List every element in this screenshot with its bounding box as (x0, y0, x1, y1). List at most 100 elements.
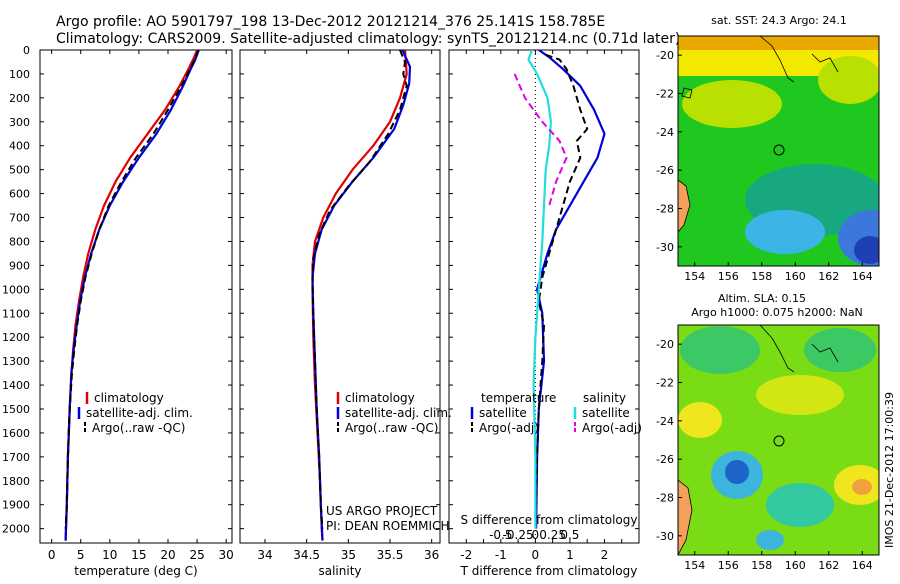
sla-patch (804, 328, 876, 372)
map-x-tick-label: 154 (684, 270, 705, 283)
depth-tick-label: 1100 (2, 307, 30, 320)
salinity-series-group (311, 50, 412, 541)
map-y-tick-label: -22 (656, 377, 674, 390)
depth-tick-label: 1000 (2, 283, 30, 296)
reef-outline-icon (811, 53, 839, 73)
difference-temperature-legend: temperature satellite Argo(-adj) (470, 391, 556, 435)
reef-outline-icon (759, 325, 795, 373)
depth-tick-label: 500 (9, 164, 30, 177)
map-y-tick-label: -22 (656, 88, 674, 101)
sla-patch (766, 483, 834, 527)
difference-series-group (513, 50, 606, 529)
x-tick-label: -2 (460, 548, 472, 562)
sst-cold-patch (854, 236, 879, 264)
argo-float-marker-icon (773, 144, 785, 156)
legend-label-salinity-argo: Argo(-adj) (582, 421, 642, 435)
pi-annotation: PI: DEAN ROEMMICH (326, 519, 449, 533)
title-line-2: Climatology: CARS2009. Satellite-adjuste… (56, 31, 680, 47)
legend-label-salinity-satellite: satellite (582, 406, 630, 420)
argo-float-marker-icon (773, 435, 785, 447)
australia-coast-icon (678, 179, 691, 233)
x-tick-label-salinity: -0.5 (489, 528, 512, 542)
sla-high-core (852, 479, 872, 495)
sla-patch (680, 326, 760, 374)
sst-map-frame (677, 35, 880, 267)
depth-axis: 0 100 200 300 400 500 600 700 800 900 1000 1100 1200… (2, 44, 30, 536)
depth-tick-label: 1700 (2, 451, 30, 464)
sst-warm-strip (678, 36, 879, 50)
legend-title-temperature: temperature (481, 391, 556, 405)
depth-tick-label: 700 (9, 212, 30, 225)
reef-outline-icon (759, 36, 795, 83)
sla-map-frame (677, 324, 880, 556)
temperature-line-satellite-adj-clim (64, 50, 200, 541)
legend-label-argo: Argo(..raw -QC) (345, 421, 438, 435)
depth-tick-label: 600 (9, 188, 30, 201)
sst-map (678, 36, 879, 266)
x-tick-label: 34 (257, 548, 272, 562)
sst-map-title: sat. SST: 24.3 Argo: 24.1 (711, 14, 847, 27)
depth-tick-label: 100 (9, 68, 30, 81)
difference-line-temperature-satellite (535, 50, 606, 529)
depth-tick-label: 300 (9, 116, 30, 129)
difference-xlabel: T difference from climatology (460, 564, 638, 578)
sla-patch (756, 530, 784, 550)
map-y-tick-label: -30 (656, 530, 674, 543)
depth-tick-label: 1600 (2, 427, 30, 440)
x-tick-label: 34.5 (293, 548, 320, 562)
map-y-tick-label: -24 (656, 126, 674, 139)
x-tick-label: 2 (601, 548, 609, 562)
difference-xlabel-salinity: S difference from climatology (461, 513, 638, 527)
imos-timestamp: IMOS 21-Dec-2012 17:00:39 (883, 392, 896, 548)
map-y-tick-label: -24 (656, 415, 674, 428)
x-tick-label: 5 (77, 548, 85, 562)
difference-line-salinity-argo-adj (513, 73, 568, 206)
temperature-legend: climatology satellite-adj. clim. Argo(..… (77, 391, 193, 435)
salinity-line-satellite-adj-clim (311, 50, 412, 541)
difference-salinity-legend: salinity satellite Argo(-adj) (573, 391, 642, 435)
map-y-tick-label: -28 (656, 203, 674, 216)
map-x-tick-label: 160 (785, 270, 806, 283)
depth-tick-label: 900 (9, 259, 30, 272)
reef-outline-icon (811, 343, 839, 363)
sla-patch (678, 402, 722, 438)
temperature-series-group (64, 50, 200, 541)
map-x-tick-label: 158 (751, 559, 772, 572)
x-tick-label: 15 (131, 548, 146, 562)
salinity-legend: climatology satellite-adj. clim. Argo(..… (336, 391, 452, 435)
difference-panel (448, 49, 640, 544)
depth-tick-label: 1300 (2, 355, 30, 368)
x-tick-label: -1 (495, 548, 507, 562)
x-tick-label: 35 (341, 548, 356, 562)
depth-tick-label: 200 (9, 92, 30, 105)
x-tick-label: 0 (48, 548, 56, 562)
depth-tick-label: 400 (9, 140, 30, 153)
salinity-line-argo-raw-qc (311, 50, 408, 529)
legend-title-salinity: salinity (583, 391, 626, 405)
map-x-tick-label: 154 (684, 559, 705, 572)
depth-tick-label: 2000 (2, 523, 30, 536)
sla-low-core (725, 460, 749, 484)
temperature-xlabel: temperature (deg C) (74, 564, 197, 578)
x-tick-label: 36 (424, 548, 439, 562)
temperature-line-argo-raw-qc (64, 50, 200, 529)
sla-map (678, 325, 879, 555)
legend-label-climatology: climatology (94, 391, 164, 405)
map-x-tick-label: 156 (718, 270, 739, 283)
map-y-tick-label: -30 (656, 241, 674, 254)
sla-map-title-1: Altim. SLA: 0.15 (718, 292, 806, 305)
temperature-line-climatology (64, 50, 199, 541)
depth-tick-label: 1900 (2, 499, 30, 512)
map-y-tick-label: -28 (656, 492, 674, 505)
sla-map-axes: 154 156 158 160 162 164 -20 -22 -24 -26 -28 -30 (656, 338, 873, 572)
map-x-tick-label: 156 (718, 559, 739, 572)
x-tick-label: 20 (160, 548, 175, 562)
salinity-chart: 34 34.5 35 35.5 36 (240, 49, 440, 562)
sst-warm-patch (682, 80, 782, 128)
legend-label-satellite: satellite-adj. clim. (345, 406, 452, 420)
temperature-chart: 0 5 10 15 20 25 30 (40, 49, 234, 562)
sla-map-title-2: Argo h1000: 0.075 h2000: NaN (691, 306, 863, 319)
difference-line-temperature-argo-adj (535, 53, 589, 505)
x-tick-label-salinity: 0.25 (539, 528, 566, 542)
